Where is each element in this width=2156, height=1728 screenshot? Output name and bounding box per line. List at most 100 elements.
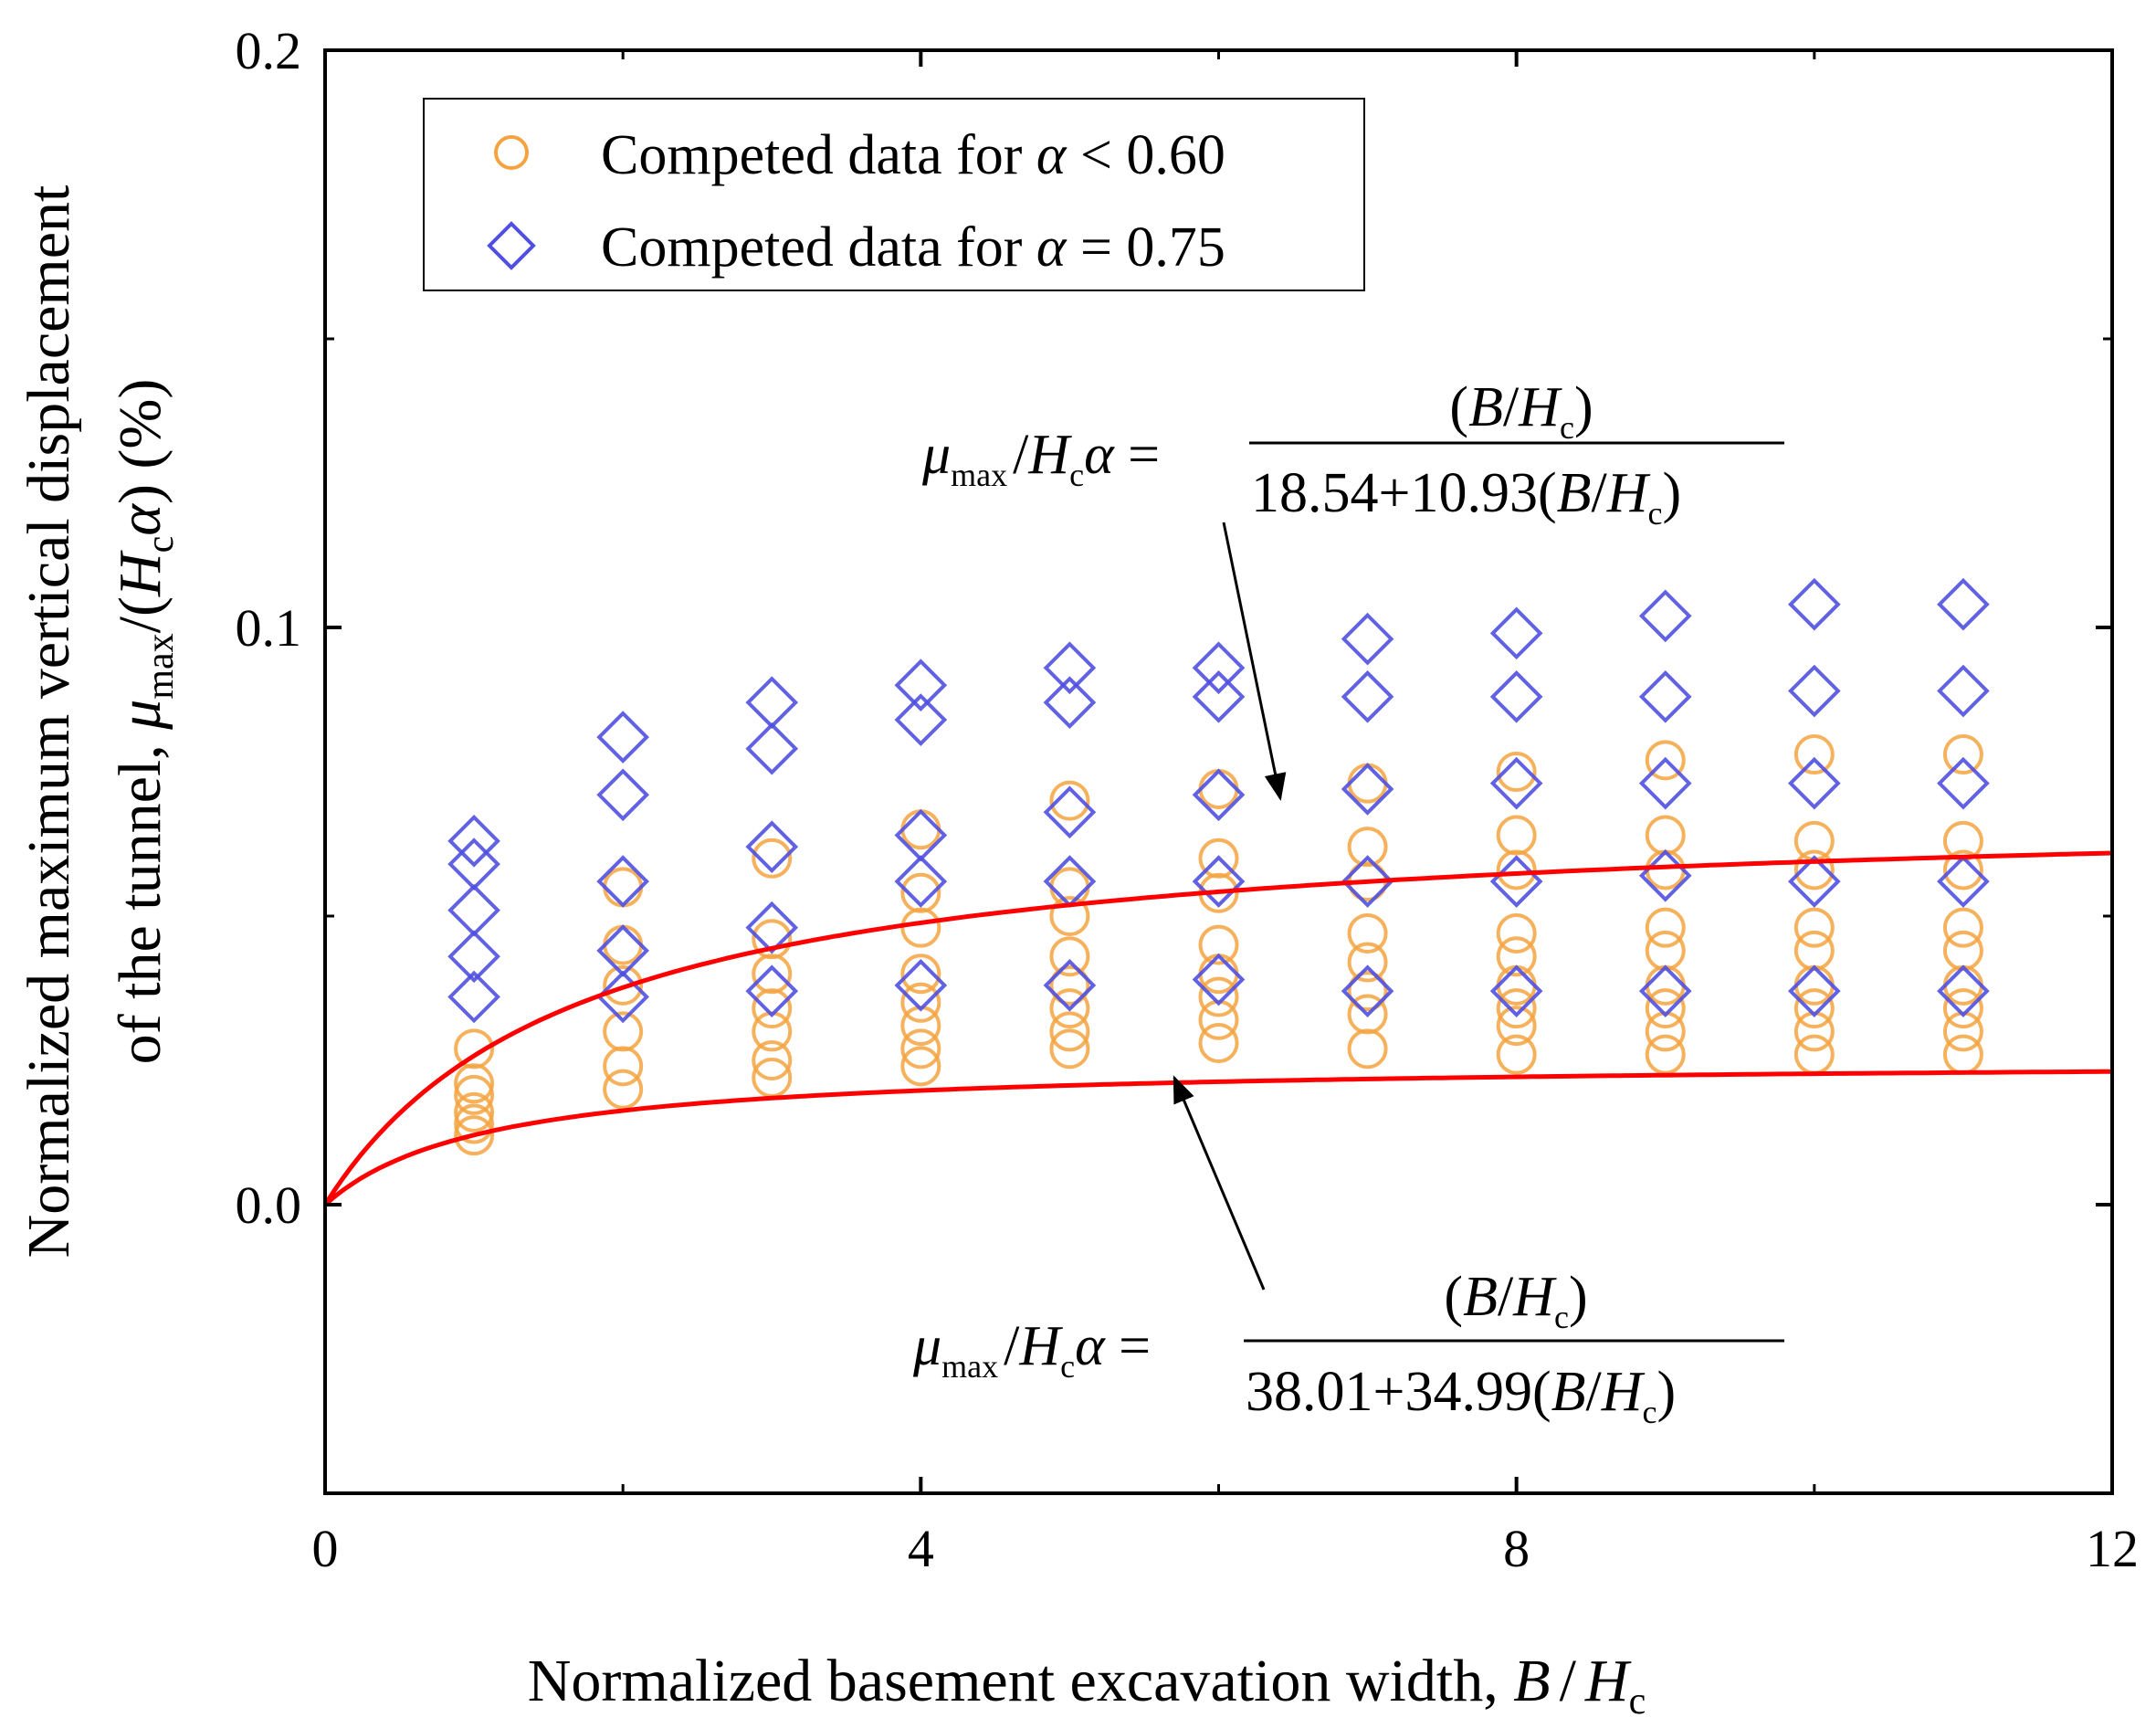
data-point-diamond — [1937, 855, 1990, 908]
data-point-circle — [1496, 752, 1537, 792]
data-point-diamond — [596, 768, 649, 822]
data-point-circle — [1049, 988, 1090, 1029]
lower-fit-line — [323, 1069, 2113, 1206]
data-point-circle — [1049, 936, 1090, 977]
data-point-circle — [1645, 907, 1686, 948]
data-point-circle — [1496, 1006, 1537, 1047]
y-tick-label: 0.2 — [236, 21, 302, 80]
data-point-diamond — [447, 930, 500, 984]
data-point-circle — [1496, 936, 1537, 977]
lower-equation-numerator: (B/Hc) — [1444, 1266, 1587, 1335]
data-point-diamond — [1192, 670, 1246, 723]
data-point-circle — [1793, 849, 1835, 890]
points-layer — [447, 577, 1990, 1156]
legend-circle-marker — [494, 135, 529, 170]
data-point-diamond — [1192, 641, 1246, 695]
data-point-circle — [1793, 734, 1835, 775]
data-point-diamond — [1341, 670, 1394, 723]
data-point-diamond — [1638, 589, 1692, 643]
data-point-diamond — [1043, 641, 1097, 695]
data-point-diamond — [1937, 964, 1990, 1017]
data-point-diamond — [1341, 763, 1394, 816]
upper-equation-arrow — [1222, 522, 1287, 801]
data-point-circle — [454, 1115, 495, 1156]
data-point-circle — [1496, 815, 1537, 856]
data-point-circle — [752, 838, 793, 879]
y-axis-label: Normalized maximum vertical displacement… — [16, 185, 182, 1259]
legend-diamond-marker — [487, 221, 536, 270]
lower-equation-denominator: 38.01+34.99(B/Hc) — [1246, 1361, 1676, 1430]
data-point-circle — [1347, 994, 1388, 1035]
data-point-circle — [603, 1046, 644, 1087]
data-point-diamond — [1043, 676, 1097, 729]
data-point-circle — [1198, 838, 1239, 879]
data-point-circle — [1347, 942, 1388, 983]
upper-equation-lhs: μmax/Hcα = — [921, 424, 1160, 493]
x-tick-label: 0 — [312, 1519, 339, 1578]
data-point-circle — [454, 1091, 495, 1133]
data-point-diamond — [1341, 855, 1394, 908]
data-point-diamond — [894, 693, 948, 746]
data-point-diamond — [745, 901, 799, 954]
data-point-circle — [900, 872, 941, 913]
data-point-circle — [1942, 734, 1983, 775]
x-tick-label: 12 — [2086, 1519, 2139, 1578]
data-point-circle — [454, 1074, 495, 1115]
data-point-circle — [900, 1028, 941, 1069]
lower-equation-lhs: μmax/Hcα = — [912, 1315, 1151, 1385]
ticks-layer: 0 4 8 12 0.0 0.1 0.2 — [236, 21, 2140, 1578]
legend-box — [423, 98, 1365, 291]
data-point-circle — [1793, 907, 1835, 948]
data-point-circle — [1645, 988, 1686, 1029]
x-axis-label: Normalized basement excavation width, B /… — [528, 1648, 1646, 1723]
data-point-circle — [1793, 988, 1835, 1029]
y-tick-label: 0.0 — [236, 1175, 302, 1235]
data-point-diamond — [1638, 670, 1692, 723]
data-point-diamond — [1043, 785, 1097, 839]
upper-equation: μmax/Hcα = (B/Hc) 18.54+10.93(B/Hc) — [921, 376, 1784, 532]
data-point-diamond — [1937, 664, 1990, 718]
y-axis-label-line1: Normalized maximum vertical displacement — [16, 185, 82, 1259]
data-point-circle — [1198, 924, 1239, 965]
data-point-circle — [603, 964, 644, 1006]
fits-layer — [322, 850, 2113, 1206]
data-point-circle — [1645, 1034, 1686, 1075]
legend-entry-circle: Competed data for α < 0.60 — [601, 124, 1225, 186]
data-point-circle — [454, 1028, 495, 1069]
x-tick-label: 8 — [1503, 1519, 1530, 1578]
data-point-diamond — [447, 815, 500, 868]
data-point-circle — [1347, 971, 1388, 1012]
data-point-diamond — [1937, 756, 1990, 810]
legend-entry-diamond: Competed data for α = 0.75 — [601, 216, 1225, 279]
data-point-circle — [1347, 1028, 1388, 1069]
upper-equation-numerator: (B/Hc) — [1449, 376, 1593, 446]
data-point-circle — [1496, 849, 1537, 890]
data-point-diamond — [1043, 959, 1097, 1012]
data-point-diamond — [1638, 964, 1692, 1017]
data-point-diamond — [745, 964, 799, 1017]
data-point-diamond — [596, 855, 649, 908]
legend: Competed data for α < 0.60 Competed data… — [423, 98, 1365, 291]
data-point-circle — [752, 1040, 793, 1080]
data-point-circle — [752, 988, 793, 1029]
data-point-diamond — [1489, 670, 1543, 723]
data-point-diamond — [1788, 664, 1841, 718]
data-point-circle — [900, 1046, 941, 1087]
data-point-diamond — [447, 970, 500, 1024]
data-point-circle — [1645, 740, 1686, 781]
data-point-circle — [1049, 1028, 1090, 1069]
data-point-diamond — [1341, 612, 1394, 666]
data-point-diamond — [745, 722, 799, 775]
y-tick-label: 0.1 — [236, 598, 302, 658]
data-point-diamond — [894, 959, 948, 1012]
data-point-circle — [1347, 912, 1388, 954]
data-point-diamond — [1192, 855, 1246, 908]
data-point-diamond — [1489, 756, 1543, 810]
data-point-circle — [454, 1103, 495, 1144]
data-point-diamond — [1192, 953, 1246, 1006]
data-point-circle — [1049, 1011, 1090, 1052]
data-point-circle — [1347, 827, 1388, 868]
data-point-circle — [1496, 1034, 1537, 1075]
lower-equation: μmax/Hcα = (B/Hc) 38.01+34.99(B/Hc) — [912, 1266, 1784, 1430]
upper-fit-line — [322, 850, 2113, 1206]
